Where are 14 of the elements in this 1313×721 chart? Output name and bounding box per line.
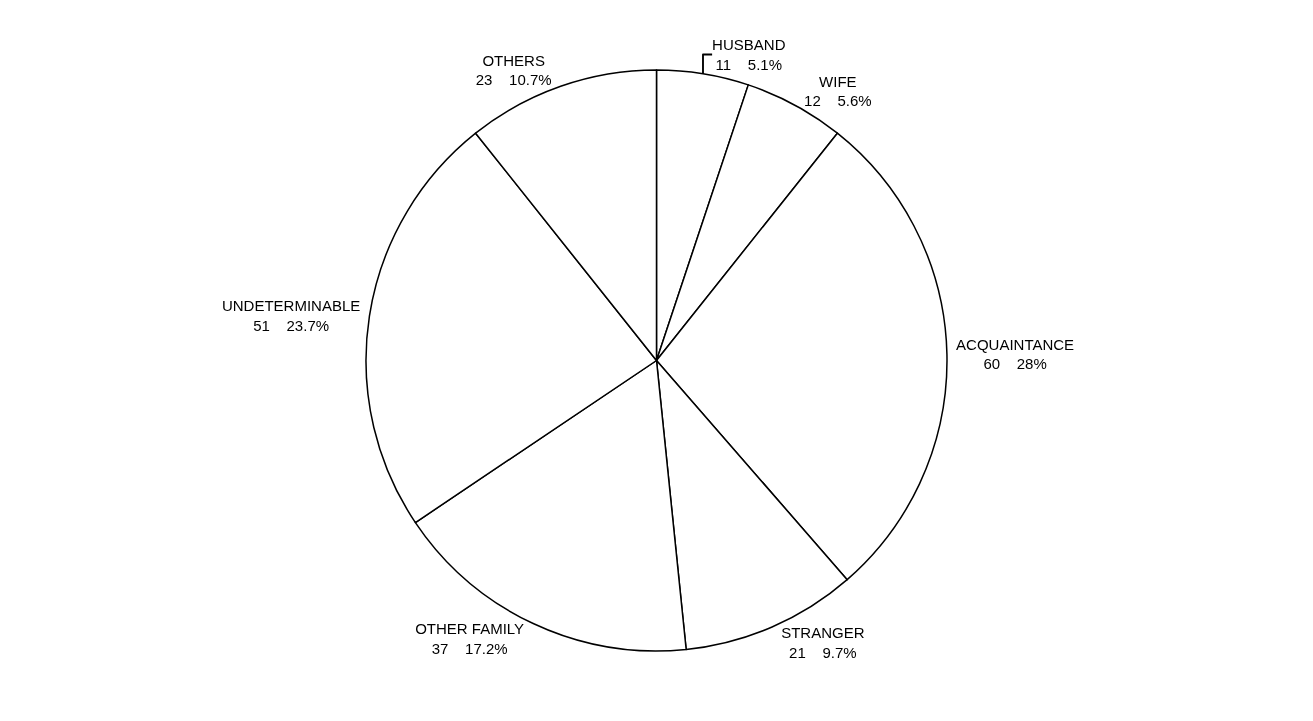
data-label: 37 17.2% <box>431 639 508 657</box>
data-label: 60 28% <box>983 355 1047 373</box>
data-label: 23 10.7% <box>475 71 552 89</box>
slice-label: OTHERS <box>482 51 545 69</box>
slice-label: ACQUAINTANCE <box>956 335 1075 353</box>
slice-label: WIFE <box>819 72 857 90</box>
slice-label: STRANGER <box>781 624 865 642</box>
slice-label: HUSBAND <box>712 36 786 54</box>
data-label: 12 5.6% <box>804 92 872 110</box>
data-label: 11 5.1% <box>715 55 783 73</box>
slice-label: OTHER FAMILY <box>415 620 525 638</box>
data-label: 21 9.7% <box>789 643 857 661</box>
slice-label: UNDETERMINABLE <box>221 297 361 315</box>
data-label: 51 23.7% <box>253 316 330 334</box>
